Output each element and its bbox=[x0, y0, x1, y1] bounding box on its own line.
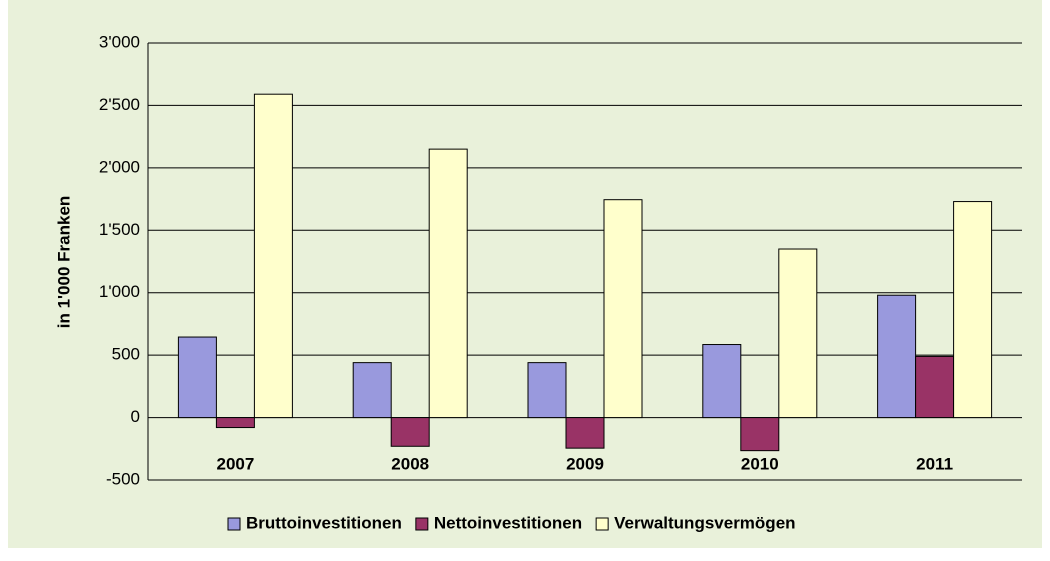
x-tick-label: 2011 bbox=[916, 454, 953, 473]
legend-label: Nettoinvestitionen bbox=[434, 513, 582, 532]
legend-label: Bruttoinvestitionen bbox=[246, 513, 402, 532]
bar bbox=[565, 417, 605, 449]
bar bbox=[215, 417, 255, 429]
y-tick-label: 0 bbox=[131, 407, 140, 426]
y-tick-label: 500 bbox=[112, 345, 140, 364]
bar bbox=[915, 355, 955, 419]
y-tick-label: 2'000 bbox=[99, 157, 140, 176]
bar bbox=[603, 199, 643, 419]
x-tick-label: 2008 bbox=[391, 454, 429, 473]
y-axis-label: in 1'000 Franken bbox=[54, 196, 73, 329]
x-tick-label: 2009 bbox=[566, 454, 604, 473]
legend-swatch bbox=[415, 517, 429, 531]
x-tick-label: 2007 bbox=[216, 454, 254, 473]
legend-swatch bbox=[227, 517, 241, 531]
y-tick-label: 1'500 bbox=[99, 220, 140, 239]
bar bbox=[428, 148, 468, 419]
y-tick-label: 3'000 bbox=[99, 32, 140, 51]
chart-background bbox=[8, 0, 1042, 548]
y-tick-label: 1'000 bbox=[99, 282, 140, 301]
bar bbox=[390, 417, 430, 447]
bar bbox=[778, 248, 818, 419]
bar bbox=[253, 93, 293, 419]
y-tick-label: 2'500 bbox=[99, 95, 140, 114]
bar bbox=[740, 417, 780, 452]
legend-swatch bbox=[595, 517, 609, 531]
x-tick-label: 2010 bbox=[741, 454, 779, 473]
y-tick-label: -500 bbox=[106, 469, 140, 488]
bar bbox=[177, 336, 217, 419]
bar bbox=[702, 344, 742, 419]
legend-label: Verwaltungsvermögen bbox=[614, 513, 795, 532]
bar bbox=[953, 201, 993, 419]
bar bbox=[352, 362, 392, 419]
bar bbox=[527, 362, 567, 419]
bar bbox=[877, 294, 917, 419]
